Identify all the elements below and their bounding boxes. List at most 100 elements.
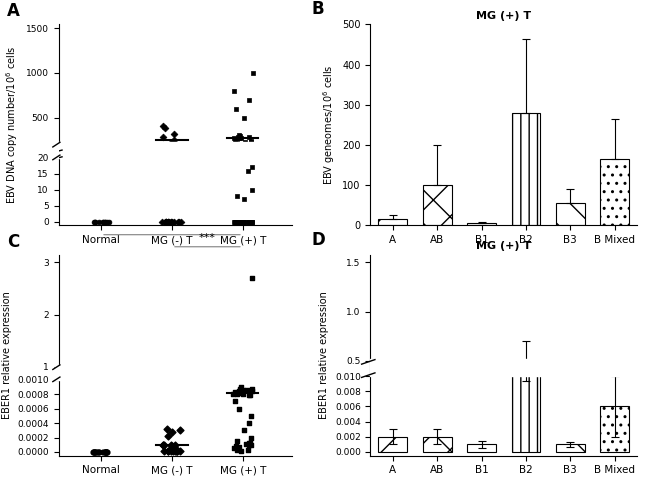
Point (160, 124, 170, 132)
Point (99, 448, 110, 456)
Point (158, 122, 168, 129)
Point (238, 386, 248, 394)
Point (233, 131, 244, 139)
Bar (512, 361, 540, 452)
Point (162, 218, 173, 225)
Point (244, 439, 254, 446)
Point (236, 447, 246, 455)
Bar (422, 437, 452, 452)
Point (163, 218, 174, 225)
Bar (556, 444, 585, 452)
Point (101, 448, 111, 456)
Point (245, 391, 255, 399)
Point (228, 391, 239, 398)
Point (165, 218, 176, 225)
Point (94, 448, 104, 456)
Bar (55, 142, 289, 158)
Point (98, 218, 108, 225)
Point (241, 218, 252, 225)
Point (239, 114, 249, 122)
Point (244, 133, 255, 141)
Point (246, 441, 257, 449)
Text: C: C (7, 233, 20, 251)
Point (234, 387, 244, 394)
Point (168, 447, 178, 455)
Point (172, 446, 183, 454)
Point (230, 218, 240, 225)
Bar (601, 406, 629, 452)
Point (170, 447, 180, 455)
Point (234, 405, 244, 413)
Point (101, 448, 111, 456)
Point (165, 441, 176, 449)
Point (166, 218, 176, 225)
Point (244, 392, 254, 399)
Point (233, 133, 244, 141)
Point (169, 130, 179, 138)
Point (89, 448, 99, 456)
Point (233, 218, 243, 225)
Point (161, 218, 171, 225)
Point (167, 428, 177, 436)
Point (235, 385, 245, 393)
Point (171, 447, 181, 455)
Point (244, 419, 254, 427)
Point (230, 388, 240, 396)
Point (231, 442, 241, 450)
Point (229, 136, 240, 144)
Point (170, 441, 180, 449)
Point (91, 448, 101, 456)
Point (163, 447, 174, 455)
Point (167, 442, 177, 450)
Point (246, 139, 256, 147)
Point (88, 218, 99, 225)
Point (232, 389, 242, 396)
Point (163, 447, 174, 455)
Point (159, 447, 170, 455)
Point (172, 447, 183, 455)
Point (240, 440, 251, 448)
Point (231, 135, 242, 143)
Point (172, 218, 183, 225)
Point (247, 218, 257, 225)
Point (246, 164, 257, 171)
Point (229, 87, 240, 95)
Point (161, 218, 172, 225)
Point (248, 69, 258, 77)
Point (163, 432, 174, 440)
Point (103, 218, 114, 225)
Point (174, 447, 185, 455)
Y-axis label: EBER1 relative expression: EBER1 relative expression (1, 292, 12, 419)
Point (231, 105, 241, 113)
Point (229, 444, 240, 452)
Point (243, 167, 254, 174)
Point (157, 441, 168, 449)
Point (162, 218, 173, 225)
Point (88, 448, 98, 456)
Point (239, 196, 249, 203)
Point (98, 448, 109, 456)
Point (166, 447, 177, 455)
Point (246, 218, 257, 225)
Point (229, 218, 240, 225)
Bar (467, 444, 496, 452)
Point (231, 437, 242, 445)
Point (234, 218, 244, 225)
Point (247, 385, 257, 392)
Text: D: D (312, 231, 326, 249)
Point (231, 192, 242, 200)
Point (247, 274, 257, 282)
Point (161, 218, 171, 225)
Y-axis label: EBER1 relative expression: EBER1 relative expression (319, 292, 330, 419)
Y-axis label: EBV DNA copy number/10$^6$ cells: EBV DNA copy number/10$^6$ cells (5, 46, 20, 204)
Point (93, 448, 103, 456)
Point (166, 444, 177, 452)
Point (244, 441, 254, 449)
Point (240, 138, 250, 146)
Point (158, 133, 168, 141)
Point (244, 96, 254, 103)
Point (234, 218, 244, 225)
Bar (378, 220, 407, 225)
Point (99, 218, 110, 225)
Point (246, 218, 256, 225)
